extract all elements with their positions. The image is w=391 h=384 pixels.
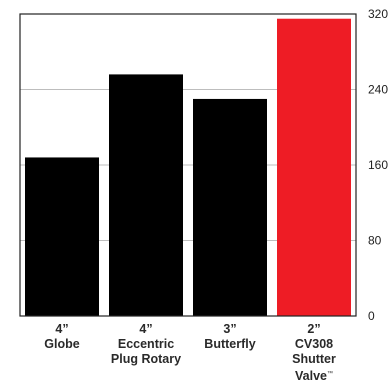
- bars: [25, 18, 351, 317]
- category-label-line: CV308: [294, 337, 334, 351]
- plot-frame: [19, 13, 357, 317]
- category-label-line: Globe: [44, 337, 80, 351]
- y-tick-label: 80: [368, 234, 382, 248]
- category-label: 2” CV308 Shutter Valve™: [269, 322, 359, 384]
- y-tick-label: 160: [368, 158, 388, 172]
- category-label-line: Butterfly: [204, 337, 256, 351]
- category-label-line: Valve™: [295, 369, 333, 384]
- category-label: 3” Butterfly: [185, 322, 275, 352]
- bar-3: [277, 18, 351, 316]
- category-label-line: Eccentric: [117, 337, 175, 351]
- category-label-line: 4”: [55, 322, 69, 336]
- category-label-line: 4”: [139, 322, 153, 336]
- y-tick-label: 240: [368, 83, 388, 97]
- bar-0: [25, 157, 99, 316]
- bar-2: [193, 98, 267, 316]
- category-label: 4” Eccentric Plug Rotary: [101, 322, 191, 367]
- bar-1: [109, 74, 183, 317]
- y-tick-label: 320: [368, 7, 388, 21]
- y-axis-tick-labels: 0 80 160 240 320: [368, 7, 388, 323]
- trademark-mark: ™: [326, 371, 333, 377]
- category-label-line: Shutter: [292, 352, 336, 366]
- category-label-line: Plug Rotary: [110, 352, 182, 366]
- y-tick-label: 0: [368, 309, 375, 323]
- category-label-line: 2”: [307, 322, 321, 336]
- category-label-line: 3”: [223, 322, 237, 336]
- category-label: 4” Globe: [17, 322, 107, 352]
